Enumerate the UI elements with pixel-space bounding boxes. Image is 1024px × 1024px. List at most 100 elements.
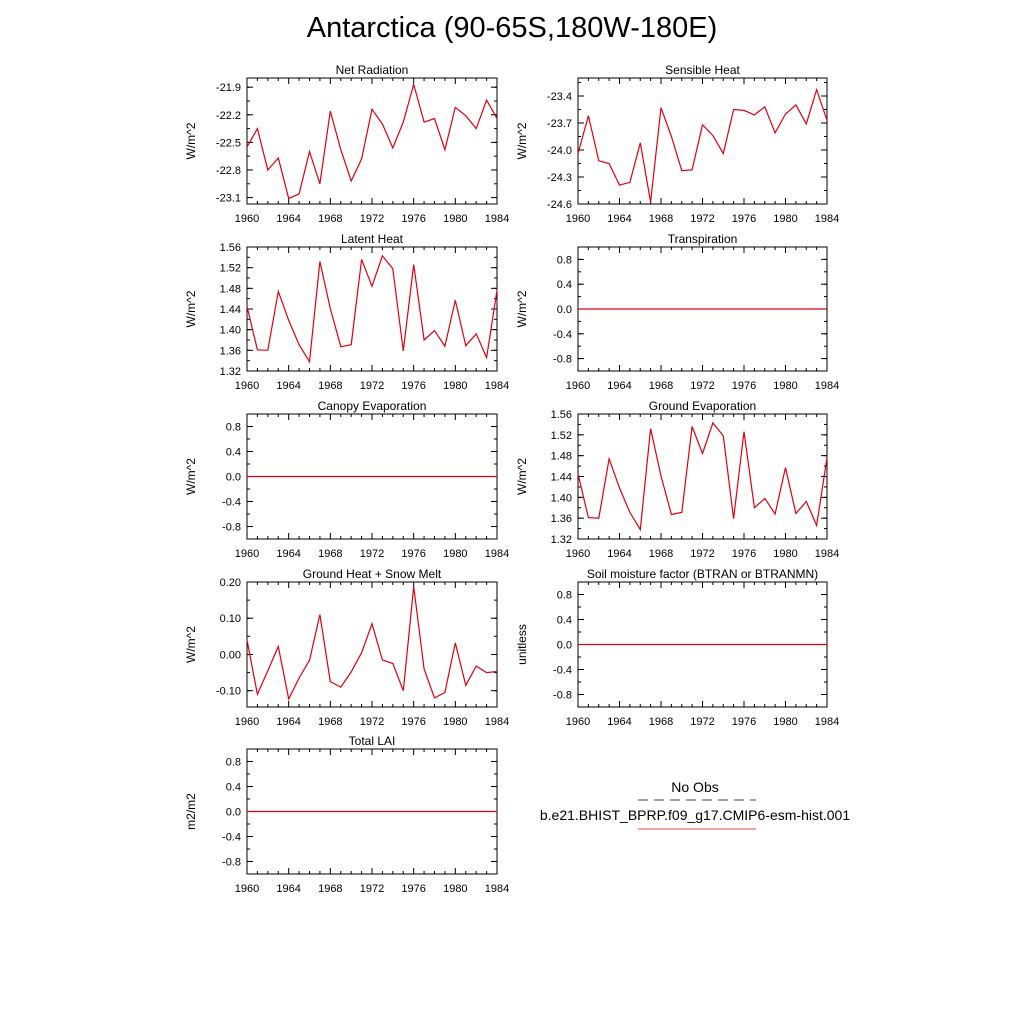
x-tick-label: 1960 — [566, 548, 590, 560]
y-axis-label: W/m^2 — [184, 458, 198, 495]
legend-obs-label: No Obs — [671, 779, 719, 795]
y-tick-label: 1.32 — [220, 366, 241, 378]
x-tick-label: 1960 — [235, 380, 259, 392]
y-axis-label: W/m^2 — [184, 290, 198, 327]
x-tick-label: 1964 — [607, 548, 631, 560]
y-tick-label: 0.4 — [557, 615, 572, 627]
series-line — [246, 586, 498, 701]
series-line — [246, 82, 498, 200]
y-tick-label: 0.0 — [557, 304, 572, 316]
y-tick-label: -0.4 — [553, 329, 572, 341]
y-tick-label: 0.00 — [220, 649, 241, 661]
x-tick-label: 1984 — [485, 213, 509, 225]
x-tick-label: 1980 — [443, 380, 467, 392]
y-axis-label: W/m^2 — [184, 626, 198, 663]
x-tick-label: 1960 — [235, 716, 259, 728]
y-tick-label: -0.4 — [222, 497, 241, 509]
x-tick-label: 1976 — [401, 548, 425, 560]
y-tick-label: -23.7 — [547, 118, 572, 130]
y-tick-label: -0.8 — [222, 522, 241, 534]
x-tick-label: 1972 — [360, 380, 384, 392]
y-axis-label: unitless — [515, 624, 529, 665]
plot-frame — [246, 581, 498, 708]
panel-title: Total LAI — [349, 734, 396, 748]
panel-title: Canopy Evaporation — [318, 399, 427, 413]
y-tick-label: 0.0 — [226, 807, 241, 819]
x-tick-label: 1960 — [566, 380, 590, 392]
x-tick-label: 1976 — [401, 716, 425, 728]
x-tick-label: 1972 — [360, 883, 384, 895]
legend-model-line — [638, 828, 756, 830]
y-axis-label: W/m^2 — [515, 122, 529, 159]
y-tick-label: 1.36 — [551, 513, 572, 525]
x-tick-label: 1968 — [649, 548, 673, 560]
chart-panel-ground-evaporation: Ground Evaporation W/m^2 1960 1964 1968 1972 1… — [515, 399, 839, 560]
y-tick-label: -23.4 — [547, 91, 572, 103]
y-tick-label: -0.8 — [222, 857, 241, 869]
x-tick-label: 1984 — [815, 213, 839, 225]
chart-panel-soil-moisture-factor-btran-or-btranmn: Soil moisture factor (BTRAN or BTRANMN) u… — [515, 567, 839, 728]
y-tick-label: -24.0 — [547, 145, 572, 157]
x-tick-label: 1980 — [443, 883, 467, 895]
chart-panel-ground-heat-snow-melt: Ground Heat + Snow Melt W/m^2 1960 1964 1968… — [184, 567, 509, 728]
x-tick-label: 1972 — [360, 548, 384, 560]
x-tick-label: 1968 — [649, 380, 673, 392]
x-tick-label: 1984 — [815, 380, 839, 392]
x-tick-label: 1972 — [690, 213, 714, 225]
x-tick-label: 1964 — [276, 380, 300, 392]
y-tick-label: -23.1 — [216, 193, 241, 205]
x-tick-label: 1984 — [485, 883, 509, 895]
y-tick-label: 1.52 — [220, 263, 241, 275]
y-tick-label: 1.40 — [220, 325, 241, 337]
chart-panel-canopy-evaporation: Canopy Evaporation W/m^2 1960 1964 1968 1972 1… — [184, 399, 509, 560]
y-tick-label: 0.4 — [226, 447, 241, 459]
y-tick-label: -22.8 — [216, 165, 241, 177]
y-tick-label: 0.8 — [557, 590, 572, 602]
x-tick-label: 1976 — [732, 213, 756, 225]
x-tick-label: 1980 — [443, 213, 467, 225]
x-tick-label: 1964 — [607, 213, 631, 225]
y-tick-label: 1.56 — [551, 409, 572, 421]
chart-panel-transpiration: Transpiration W/m^2 1960 1964 1968 1972 1976 19… — [515, 232, 839, 392]
figure-title: Antarctica (90-65S,180W-180E) — [306, 12, 718, 44]
x-tick-label: 1976 — [732, 716, 756, 728]
x-tick-label: 1972 — [360, 716, 384, 728]
x-tick-label: 1984 — [815, 548, 839, 560]
y-tick-label: 0.8 — [226, 422, 241, 434]
panel-title: Transpiration — [668, 232, 738, 246]
x-tick-label: 1984 — [815, 716, 839, 728]
y-tick-label: -0.4 — [222, 832, 241, 844]
panel-title: Sensible Heat — [665, 63, 740, 77]
y-tick-label: 0.4 — [226, 782, 241, 794]
y-tick-label: -0.8 — [553, 354, 572, 366]
y-axis-label: W/m^2 — [184, 122, 198, 159]
y-tick-label: -24.6 — [547, 199, 572, 211]
chart-panel-net-radiation: Net Radiation W/m^2 1960 1964 1968 1972 1976 19… — [184, 63, 509, 225]
x-tick-label: 1960 — [566, 716, 590, 728]
chart-panel-latent-heat: Latent Heat W/m^2 1960 1964 1968 1972 1976 1980… — [184, 232, 509, 392]
x-tick-label: 1976 — [401, 380, 425, 392]
plot-frame — [246, 77, 498, 205]
y-tick-label: 0.8 — [557, 254, 572, 266]
x-tick-label: 1968 — [318, 213, 342, 225]
panel-title: Soil moisture factor (BTRAN or BTRANMN) — [587, 567, 818, 581]
y-tick-label: -24.3 — [547, 172, 572, 184]
y-tick-label: -0.8 — [553, 690, 572, 702]
y-tick-label: -0.10 — [216, 686, 241, 698]
x-tick-label: 1972 — [690, 548, 714, 560]
x-tick-label: 1964 — [607, 380, 631, 392]
x-tick-label: 1968 — [318, 716, 342, 728]
x-tick-label: 1984 — [485, 380, 509, 392]
x-tick-label: 1980 — [773, 716, 797, 728]
y-tick-label: -22.5 — [216, 137, 241, 149]
y-tick-label: -22.2 — [216, 110, 241, 122]
y-tick-label: -21.9 — [216, 82, 241, 94]
panel-title: Latent Heat — [341, 232, 404, 246]
x-tick-label: 1976 — [401, 213, 425, 225]
chart-panel-sensible-heat: Sensible Heat W/m^2 1960 1964 1968 1972 1976 19… — [515, 63, 839, 225]
y-tick-label: 1.44 — [220, 304, 241, 316]
x-tick-label: 1964 — [276, 213, 300, 225]
y-tick-label: 1.48 — [551, 451, 572, 463]
y-tick-label: 1.52 — [551, 430, 572, 442]
